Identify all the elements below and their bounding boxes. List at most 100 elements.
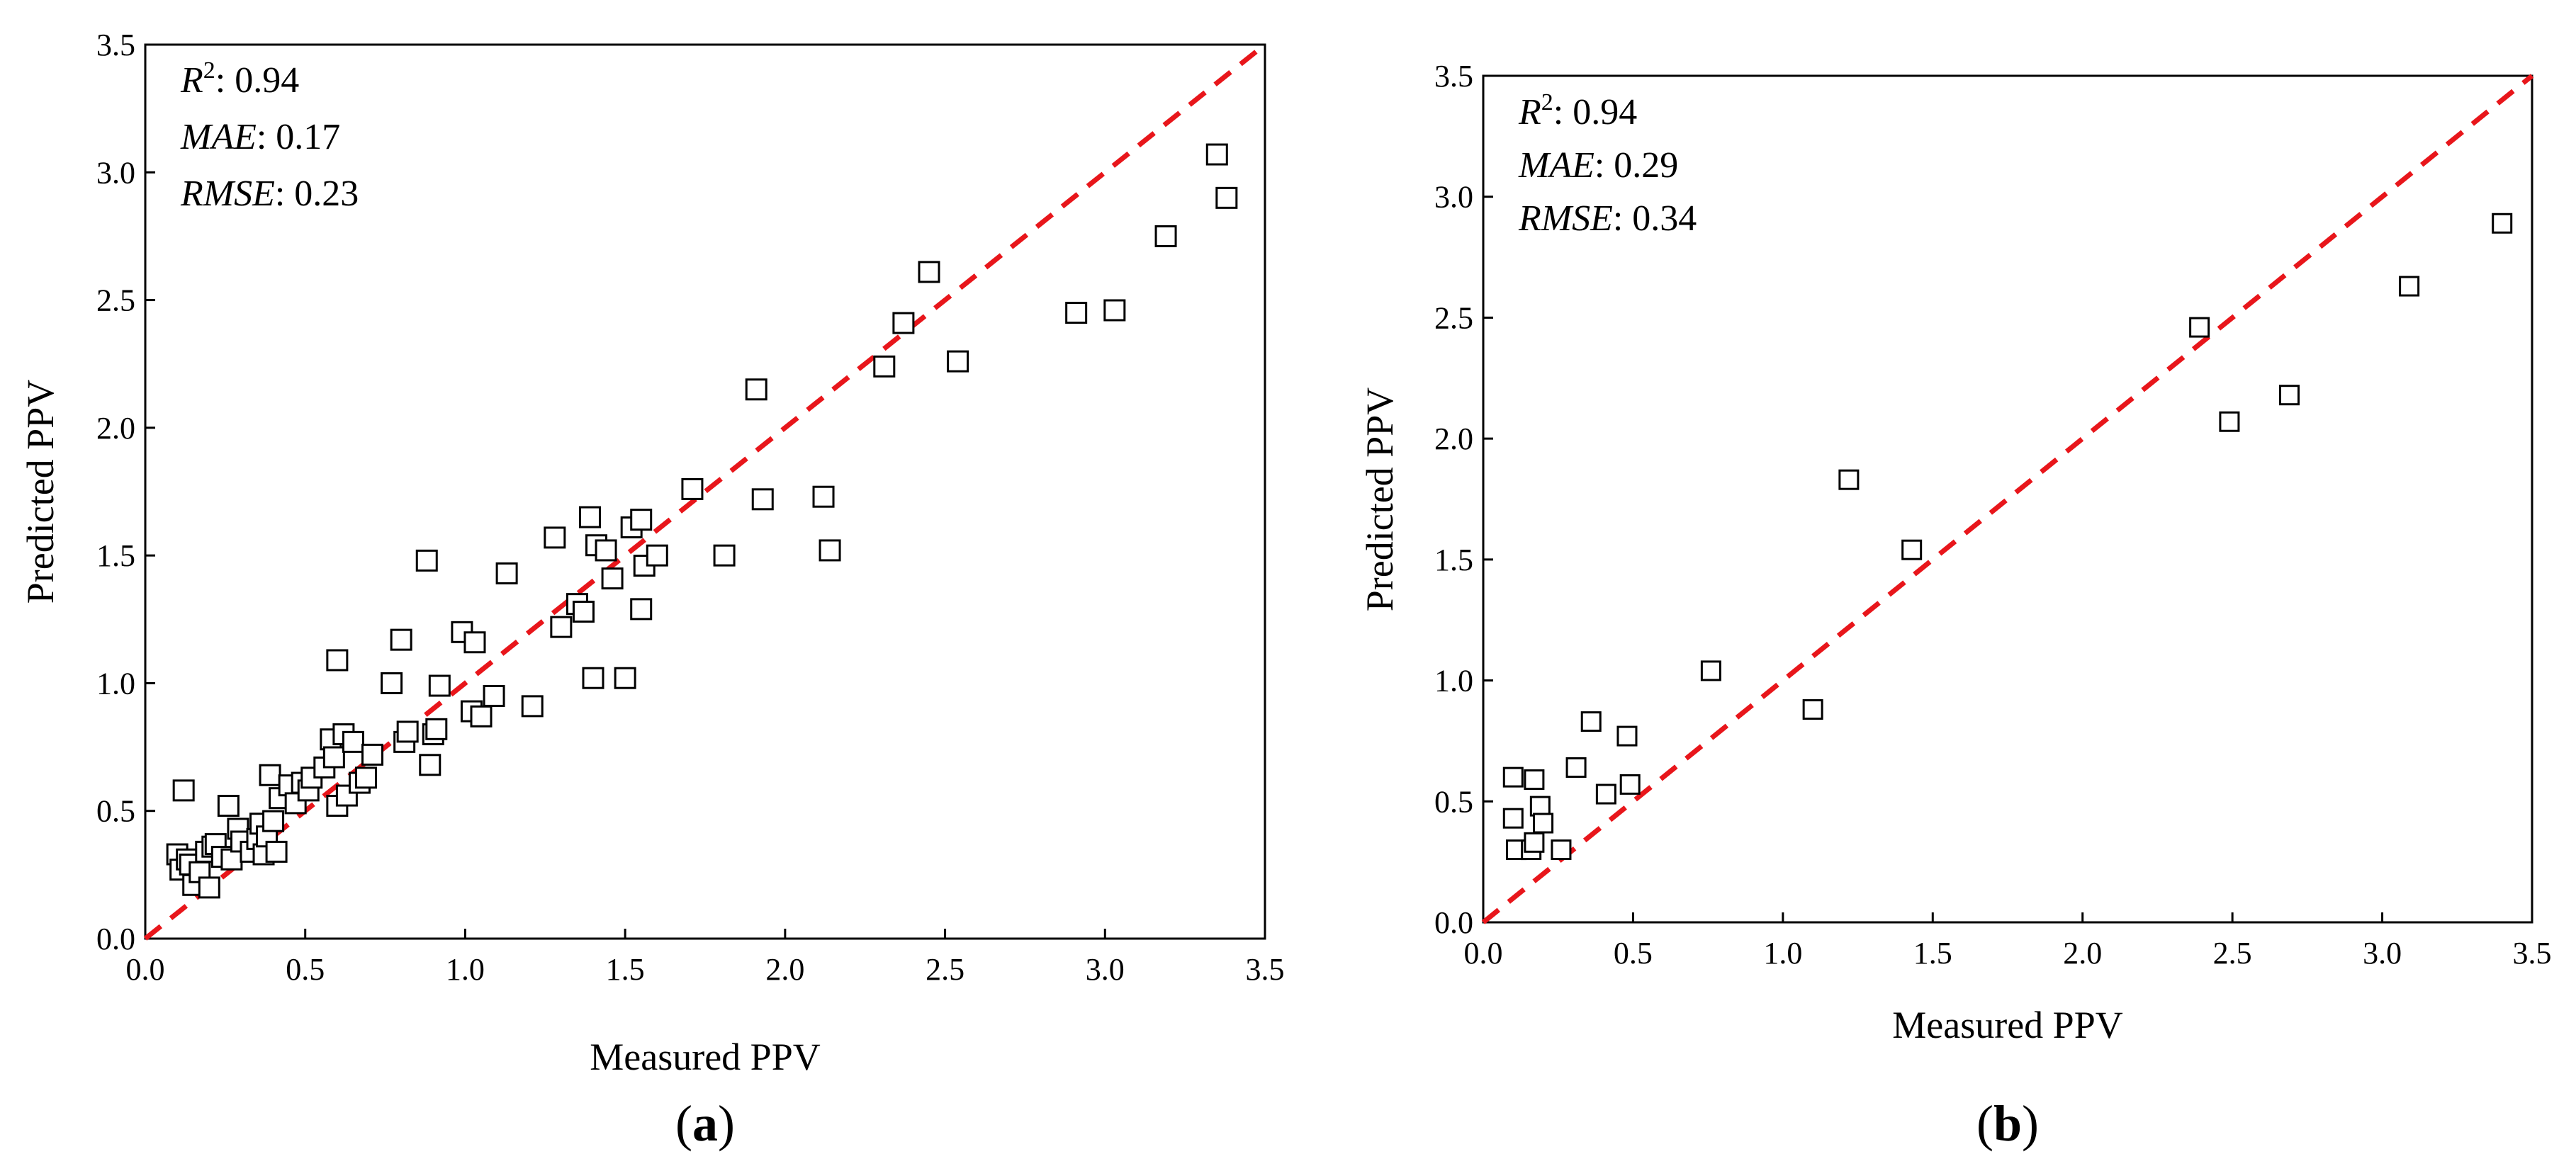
- x-tick-label-b: 2.0: [2063, 936, 2102, 970]
- x-tick-label-b: 0.5: [1614, 936, 1653, 970]
- data-point-a: [172, 779, 195, 802]
- data-point-a: [745, 378, 767, 401]
- y-tick-label-b: 0.0: [1434, 905, 1473, 940]
- data-point-b: [1524, 769, 1545, 791]
- data-point-b: [1901, 539, 1923, 560]
- y-tick-label-b: 0.5: [1434, 784, 1473, 819]
- stat-rmse-b: RMSE: 0.34: [1518, 198, 1697, 239]
- y-tick-label-a: 2.5: [96, 283, 135, 318]
- data-point-a: [681, 477, 704, 500]
- reference-line-a: [143, 43, 1267, 941]
- data-points-b: [1502, 213, 2513, 861]
- x-tick-label-a: 0.0: [126, 952, 165, 987]
- data-point-b: [1502, 766, 1524, 788]
- data-point-b: [1802, 699, 1823, 720]
- x-tick-label-b: 1.0: [1763, 936, 1802, 970]
- data-point-b: [1551, 839, 1572, 861]
- data-point-b: [1580, 711, 1602, 732]
- stat-mae-a: MAE: 0.17: [180, 117, 340, 157]
- reference-line-b: [1481, 74, 2534, 924]
- data-point-a: [326, 649, 349, 672]
- panel-b: 0.0 0.5 1.0 1.5 2.0 2.5 3.0 3.5 0.0 0.5 1.0 1.5 2.0…: [1359, 59, 2552, 1152]
- stats-box-a: R2: 0.94 MAE: 0.17 RMSE: 0.23: [180, 57, 359, 214]
- data-point-a: [947, 350, 969, 373]
- data-point-b: [1595, 783, 1616, 805]
- data-point-a: [572, 600, 595, 623]
- y-tick-label-a: 0.5: [96, 794, 135, 829]
- data-point-a: [217, 795, 240, 817]
- panel-a: 0.0 0.5 1.0 1.5 2.0 2.5 3.0 3.5 0.0 0.5 1.0 1.5 2.0…: [19, 28, 1285, 1152]
- data-point-a: [873, 355, 896, 378]
- y-ticks-a: 0.0 0.5 1.0 1.5 2.0 2.5 3.0 3.5: [96, 28, 155, 956]
- data-point-a: [630, 509, 653, 531]
- data-point-a: [390, 628, 412, 651]
- x-tick-label-b: 3.0: [2363, 936, 2402, 970]
- data-point-a: [262, 810, 285, 832]
- y-tick-label-b: 3.0: [1434, 180, 1473, 215]
- data-point-a: [396, 720, 419, 743]
- data-point-a: [630, 598, 653, 621]
- plot-frame-b: [1482, 74, 2533, 924]
- x-axis-label-b: Measured PPV: [1892, 1004, 2122, 1046]
- data-point-b: [1619, 774, 1641, 795]
- data-point-b: [2399, 276, 2420, 297]
- data-point-a: [1205, 143, 1228, 166]
- y-tick-label-a: 3.5: [96, 28, 135, 62]
- data-point-a: [582, 667, 604, 689]
- y-tick-label-b: 3.5: [1434, 59, 1473, 94]
- y-tick-label-a: 3.0: [96, 155, 135, 190]
- data-point-a: [483, 684, 505, 707]
- data-point-a: [812, 485, 835, 508]
- data-point-b: [1533, 813, 1554, 834]
- data-point-b: [2219, 411, 2240, 432]
- data-point-a: [550, 616, 573, 638]
- data-point-a: [521, 695, 544, 718]
- x-tick-label-a: 3.0: [1086, 952, 1125, 987]
- data-point-a: [646, 544, 668, 567]
- y-tick-label-a: 0.0: [96, 922, 135, 956]
- x-tick-label-b: 2.5: [2213, 936, 2252, 970]
- x-tick-label-a: 1.0: [446, 952, 485, 987]
- data-point-a: [595, 539, 617, 562]
- data-point-a: [892, 312, 915, 334]
- data-point-a: [751, 488, 774, 511]
- data-point-a: [544, 526, 566, 549]
- data-point-b: [2189, 317, 2210, 338]
- data-point-a: [342, 730, 364, 753]
- stat-r2-b: R2: 0.94: [1518, 89, 1637, 132]
- y-tick-label-a: 1.0: [96, 666, 135, 701]
- data-point-a: [1154, 225, 1177, 247]
- data-point-a: [1215, 186, 1238, 209]
- data-point-a: [1103, 299, 1126, 322]
- data-point-b: [1616, 725, 1638, 747]
- x-tick-label-a: 1.5: [606, 952, 645, 987]
- y-tick-label-a: 2.0: [96, 411, 135, 446]
- data-point-a: [578, 506, 601, 528]
- y-tick-label-b: 2.0: [1434, 421, 1473, 456]
- x-tick-label-a: 0.5: [286, 952, 325, 987]
- data-points-a: [166, 143, 1238, 899]
- data-point-a: [265, 840, 288, 863]
- data-point-b: [1524, 832, 1545, 853]
- data-point-a: [419, 754, 441, 776]
- x-tick-label-b: 3.5: [2513, 936, 2552, 970]
- data-point-a: [614, 667, 636, 689]
- data-point-a: [428, 674, 451, 697]
- stat-r2-a: R2: 0.94: [180, 57, 299, 101]
- x-ticks-b: 0.0 0.5 1.0 1.5 2.0 2.5 3.0 3.5: [1464, 912, 2552, 970]
- y-tick-label-b: 1.5: [1434, 543, 1473, 577]
- y-axis-label-b: Predicted PPV: [1359, 387, 1401, 612]
- y-tick-label-b: 1.0: [1434, 664, 1473, 698]
- plot-frame-a: [144, 43, 1266, 940]
- x-ticks-a: 0.0 0.5 1.0 1.5 2.0 2.5 3.0 3.5: [126, 929, 1285, 987]
- data-point-b: [2278, 385, 2300, 406]
- stat-rmse-a: RMSE: 0.23: [180, 174, 359, 214]
- data-point-b: [1529, 796, 1551, 817]
- x-tick-label-a: 2.0: [765, 952, 804, 987]
- data-point-b: [1700, 660, 1721, 681]
- data-point-b: [1838, 469, 1860, 490]
- x-tick-label-b: 0.0: [1464, 936, 1503, 970]
- data-point-a: [381, 672, 403, 694]
- data-point-a: [819, 539, 841, 562]
